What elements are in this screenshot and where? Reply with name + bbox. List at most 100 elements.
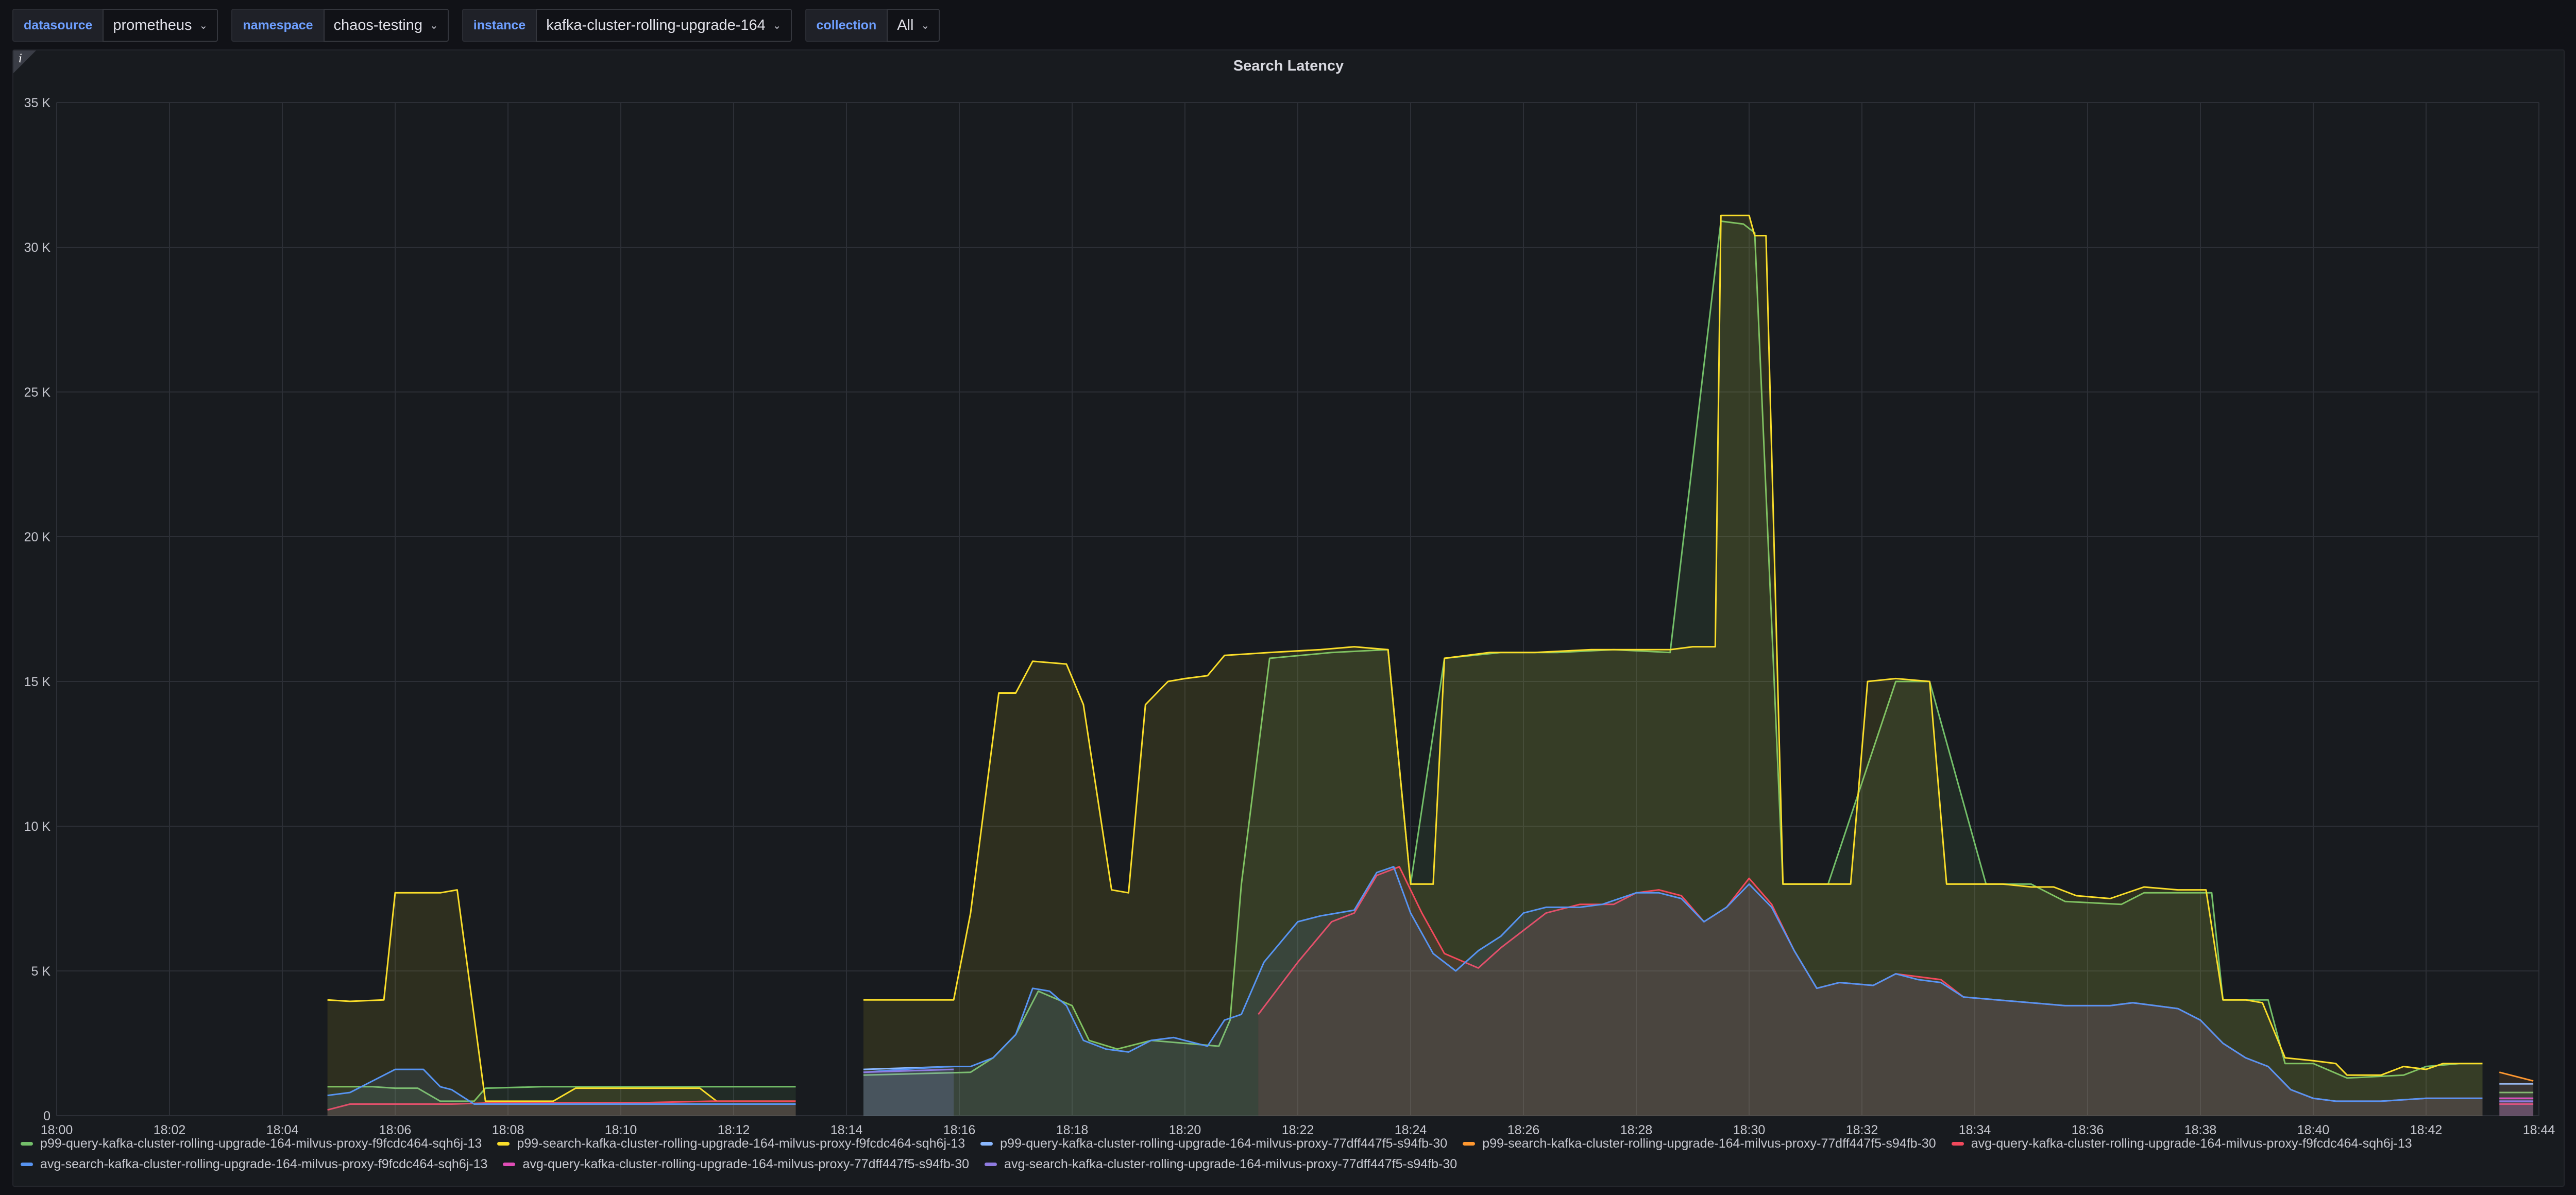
legend-label: avg-query-kafka-cluster-rolling-upgrade-… <box>522 1157 970 1171</box>
x-tick-label: 18:18 <box>1056 1123 1089 1137</box>
x-tick-label: 18:04 <box>266 1123 299 1137</box>
x-tick-label: 18:14 <box>831 1123 863 1137</box>
latency-chart: 0 5 K 10 K 15 K 20 K 25 K 30 K 35 K 18:00 18:02 18… <box>24 96 2555 1137</box>
series-line <box>863 214 2483 1076</box>
x-tick-label: 18:36 <box>2072 1123 2104 1137</box>
chevron-down-icon: ⌄ <box>430 20 438 31</box>
chart-legend: p99-query-kafka-cluster-rolling-upgrade-… <box>21 1133 2545 1174</box>
legend-swatch <box>503 1162 516 1166</box>
x-tick-label: 18:08 <box>492 1123 524 1137</box>
legend-item[interactable]: p99-query-kafka-cluster-rolling-upgrade-… <box>21 1133 482 1154</box>
variable-namespace: namespace chaos-testing ⌄ <box>231 9 449 42</box>
y-tick-label: 25 K <box>24 385 51 400</box>
series-area <box>327 1086 796 1116</box>
x-tick-label: 18:42 <box>2410 1123 2443 1137</box>
x-tick-label: 18:12 <box>718 1123 750 1137</box>
legend-item[interactable]: p99-query-kafka-cluster-rolling-upgrade-… <box>980 1133 1447 1154</box>
datasource-select[interactable]: prometheus ⌄ <box>103 9 218 42</box>
chevron-down-icon: ⌄ <box>772 20 782 31</box>
series-area <box>863 1066 954 1116</box>
x-tick-label: 18:10 <box>605 1123 637 1137</box>
legend-item[interactable]: p99-search-kafka-cluster-rolling-upgrade… <box>497 1133 965 1154</box>
series-area <box>2499 1101 2534 1116</box>
series-line <box>863 866 2483 1102</box>
variable-value: prometheus <box>113 16 192 33</box>
x-tick-label: 18:34 <box>1959 1123 1991 1137</box>
series-area <box>863 1069 954 1116</box>
series-line <box>2499 1071 2534 1082</box>
x-tick-label: 18:20 <box>1169 1123 1201 1137</box>
legend-swatch <box>985 1162 997 1166</box>
y-tick-label: 30 K <box>24 241 51 255</box>
variable-label: namespace <box>231 9 324 42</box>
y-tick-label: 5 K <box>31 964 50 979</box>
legend-item[interactable]: p99-search-kafka-cluster-rolling-upgrade… <box>1463 1133 1936 1154</box>
legend-row: p99-query-kafka-cluster-rolling-upgrade-… <box>21 1133 2545 1154</box>
legend-label: avg-query-kafka-cluster-rolling-upgrade-… <box>1971 1136 2412 1151</box>
x-tick-label: 18:26 <box>1507 1123 1540 1137</box>
legend-swatch <box>980 1141 993 1146</box>
legend-swatch <box>1951 1141 1964 1146</box>
info-icon[interactable]: i <box>19 53 23 65</box>
legend-item[interactable]: avg-search-kafka-cluster-rolling-upgrade… <box>21 1154 487 1174</box>
legend-label: avg-search-kafka-cluster-rolling-upgrade… <box>40 1157 488 1171</box>
variable-label: datasource <box>12 9 103 42</box>
series-area <box>2499 1098 2534 1116</box>
search-latency-panel: 0 5 K 10 K 15 K 20 K 25 K 30 K 35 K 18:00 18:02 18… <box>12 49 2565 1187</box>
legend-label: p99-query-kafka-cluster-rolling-upgrade-… <box>1000 1136 1448 1151</box>
x-tick-label: 18:22 <box>1282 1123 1314 1137</box>
series-area <box>327 890 796 1116</box>
y-tick-label: 35 K <box>24 96 51 110</box>
info-corner[interactable] <box>13 50 36 73</box>
series-line <box>327 889 796 1102</box>
x-tick-label: 18:38 <box>2184 1123 2217 1137</box>
y-tick-label: 10 K <box>24 820 51 834</box>
x-tick-label: 18:30 <box>1733 1123 1766 1137</box>
collection-select[interactable]: All ⌄ <box>887 9 940 42</box>
legend-item[interactable]: avg-search-kafka-cluster-rolling-upgrade… <box>985 1154 1457 1174</box>
panel-title[interactable]: Search Latency <box>1233 58 1344 74</box>
x-tick-label: 18:02 <box>154 1123 186 1137</box>
chevron-down-icon: ⌄ <box>921 20 930 31</box>
legend-label: p99-query-kafka-cluster-rolling-upgrade-… <box>40 1136 482 1151</box>
instance-select[interactable]: kafka-cluster-rolling-upgrade-164 ⌄ <box>536 9 792 42</box>
chevron-down-icon: ⌄ <box>199 20 208 31</box>
legend-swatch <box>1463 1141 1476 1146</box>
legend-label: p99-search-kafka-cluster-rolling-upgrade… <box>517 1136 965 1151</box>
legend-swatch <box>497 1141 510 1146</box>
series-area <box>2499 1098 2534 1116</box>
variable-label: instance <box>462 9 536 42</box>
series-area <box>1258 866 2483 1116</box>
legend-swatch <box>21 1162 33 1166</box>
series-line <box>327 1068 796 1105</box>
legend-item[interactable]: avg-query-kafka-cluster-rolling-upgrade-… <box>1951 1133 2412 1154</box>
series-line <box>327 1100 796 1111</box>
series-line <box>863 1068 954 1073</box>
variable-value: chaos-testing <box>333 16 423 33</box>
variable-datasource: datasource prometheus ⌄ <box>12 9 218 42</box>
x-tick-label: 18:00 <box>41 1123 73 1137</box>
variable-label: collection <box>805 9 887 42</box>
x-tick-label: 18:28 <box>1620 1123 1653 1137</box>
y-tick-label: 15 K <box>24 675 51 689</box>
series-line <box>863 220 2483 1079</box>
series-area <box>863 215 2483 1116</box>
series-area <box>863 866 2483 1116</box>
x-tick-label: 18:24 <box>1395 1123 1427 1137</box>
y-tick-label: 0 <box>43 1109 50 1123</box>
variable-bar: datasource prometheus ⌄ namespace chaos-t… <box>12 7 953 43</box>
series-line <box>327 1086 796 1102</box>
series-area <box>2499 1084 2534 1116</box>
legend-item[interactable]: avg-query-kafka-cluster-rolling-upgrade-… <box>503 1154 969 1174</box>
legend-row: avg-search-kafka-cluster-rolling-upgrade… <box>21 1154 2545 1174</box>
x-tick-label: 18:06 <box>379 1123 412 1137</box>
series-area <box>2499 1104 2534 1116</box>
namespace-select[interactable]: chaos-testing ⌄ <box>323 9 449 42</box>
y-tick-label: 20 K <box>24 530 51 544</box>
variable-value: kafka-cluster-rolling-upgrade-164 <box>546 16 766 33</box>
legend-swatch <box>21 1141 33 1146</box>
variable-instance: instance kafka-cluster-rolling-upgrade-1… <box>462 9 792 42</box>
variable-value: All <box>897 16 914 33</box>
x-tick-label: 18:32 <box>1846 1123 1878 1137</box>
x-tick-label: 18:16 <box>943 1123 976 1137</box>
